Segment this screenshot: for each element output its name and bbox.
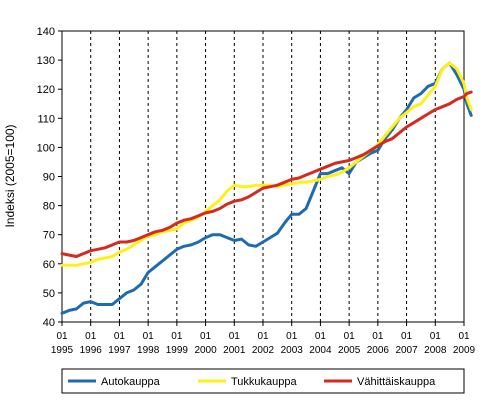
y-tick-label: 70 [43,230,55,242]
y-tick-label: 60 [43,259,55,271]
y-tick-label: 120 [37,84,55,96]
x-tick-year-label: 2005 [338,345,361,356]
x-tick-month-label: 01 [430,331,442,342]
x-tick-month-label: 01 [315,331,327,342]
x-tick-month-label: 01 [200,331,212,342]
x-tick-year-label: 2003 [281,345,304,356]
x-tick-year-label: 1997 [108,345,131,356]
x-tick-month-label: 01 [143,331,155,342]
x-tick-month-label: 01 [401,331,413,342]
vertical-gridlines [90,31,436,322]
x-tick-year-label: 1996 [80,345,103,356]
x-tick-year-label: 2002 [252,345,275,356]
x-tick-month-label: 01 [257,331,269,342]
legend: Autokauppa Tukkukauppa Vähittäiskauppa [68,376,436,388]
legend-box [61,368,465,394]
x-tick-month-label: 01 [114,331,126,342]
y-tick-label: 110 [37,113,55,125]
y-tick-label: 140 [37,26,55,38]
x-tick-year-label: 2001 [223,345,246,356]
x-tick-month-label: 01 [372,331,384,342]
y-tick-label: 90 [43,172,55,184]
x-axis-ticks: 01 1995 01 1996 01 1997 01 1998 01 1999 01 2000 01 20… [51,322,476,356]
x-tick-year-label: 1995 [51,345,74,356]
x-tick-month-label: 01 [85,331,97,342]
legend-label: Tukkukauppa [231,376,298,388]
x-tick-year-label: 2006 [367,345,390,356]
y-axis-ticks: 40 50 60 70 80 90 100 110 120 130 140 [37,26,62,329]
series-line [60,61,473,267]
x-tick-month-label: 01 [286,331,298,342]
x-tick-year-label: 2004 [309,345,332,356]
series-line [60,61,473,315]
x-tick-year-label: 2007 [395,345,418,356]
y-tick-label: 100 [37,142,55,154]
x-tick-year-label: 2000 [194,345,217,356]
series-lines [60,61,473,315]
y-tick-label: 80 [43,201,55,213]
legend-label: Vähittäiskauppa [357,376,436,388]
x-tick-month-label: 01 [344,331,356,342]
y-tick-label: 50 [43,288,55,300]
legend-label: Autokauppa [101,376,161,388]
x-tick-month-label: 01 [171,331,183,342]
y-axis-label: Indeksi (2005=100) [3,124,17,227]
x-tick-month-label: 01 [56,331,68,342]
x-tick-month-label: 01 [229,331,241,342]
x-tick-year-label: 2009 [453,345,476,356]
x-tick-year-label: 1998 [137,345,160,356]
x-tick-year-label: 2008 [424,345,447,356]
x-tick-month-label: 01 [458,331,470,342]
x-tick-year-label: 1999 [166,345,189,356]
y-tick-label: 40 [43,317,55,329]
series-line [60,90,473,258]
y-tick-label: 130 [37,55,55,67]
